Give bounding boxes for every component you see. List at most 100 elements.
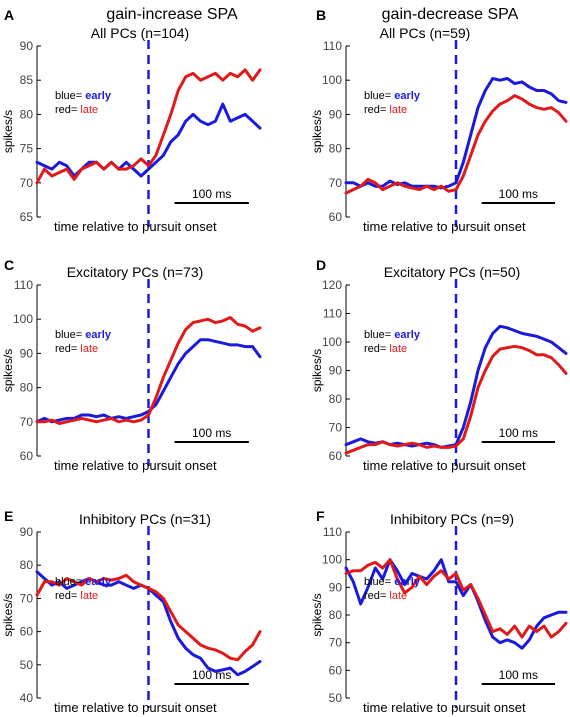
- series-line-early: [344, 558, 568, 650]
- series-line-early: [35, 102, 262, 178]
- legend-late-word: late: [80, 343, 98, 355]
- y-tick-label: 100: [322, 553, 342, 567]
- column-title-right: gain-decrease SPA: [382, 6, 519, 23]
- panel-letter: B: [316, 7, 326, 23]
- y-tick-label: 85: [20, 73, 34, 87]
- y-tick-label: 70: [329, 176, 343, 190]
- legend-early-prefix: blue=: [55, 329, 85, 341]
- legend-early: blue= early: [364, 329, 421, 341]
- scalebar-label: 100 ms: [499, 187, 538, 201]
- scalebar-label: 100 ms: [192, 426, 231, 440]
- series-line-late: [344, 558, 568, 639]
- panel-letter: E: [4, 508, 13, 524]
- scalebar-label: 100 ms: [499, 668, 538, 682]
- x-axis-label: time relative to pursuit onset: [54, 700, 217, 715]
- scalebar-label: 100 ms: [192, 187, 231, 201]
- y-tick-label: 60: [20, 449, 34, 463]
- series-line-late: [35, 573, 262, 662]
- x-axis-label: time relative to pursuit onset: [54, 219, 217, 234]
- panel-C: C Excitatory PCs (n=73) 60 70 80 90 100 110 spik…: [1, 257, 262, 473]
- legend-early-word: early: [85, 90, 112, 102]
- legend-early-word: early: [85, 329, 112, 341]
- y-tick-label: 90: [329, 580, 343, 594]
- y-tick-label: 90: [20, 346, 34, 360]
- scalebar-label: 100 ms: [499, 426, 538, 440]
- y-tick-label: 110: [14, 278, 33, 292]
- legend-early: blue= early: [55, 576, 112, 588]
- column-title-left: gain-increase SPA: [106, 6, 238, 23]
- legend-early: blue= early: [364, 576, 421, 588]
- y-axis-label: spikes/s: [1, 593, 15, 636]
- y-tick-label: 40: [20, 691, 34, 705]
- panel-B: B All PCs (n=59) 60 70 80 90 100 110 spikes/s blu…: [310, 7, 568, 234]
- legend-early: blue= early: [55, 90, 112, 102]
- y-tick-label: 50: [20, 658, 34, 672]
- legend-late-word: late: [80, 104, 98, 116]
- y-tick-label: 90: [20, 525, 34, 539]
- y-tick-label: 80: [329, 142, 343, 156]
- legend-late-word: late: [389, 104, 407, 116]
- panel-title: All PCs (n=104): [91, 25, 189, 41]
- legend-late-prefix: red=: [364, 104, 389, 116]
- y-tick-label: 50: [329, 691, 343, 705]
- legend-late-prefix: red=: [55, 343, 80, 355]
- legend-late: red= late: [364, 590, 407, 602]
- legend-late-prefix: red=: [364, 343, 389, 355]
- y-axis-label: spikes/s: [310, 110, 324, 153]
- panel-title: Excitatory PCs (n=73): [67, 264, 204, 280]
- legend-early-prefix: blue=: [364, 576, 394, 588]
- y-axis-label: spikes/s: [1, 349, 15, 392]
- panel-letter: A: [4, 7, 14, 23]
- y-tick-label: 60: [329, 210, 343, 224]
- panel-A: A All PCs (n=104) 65 70 75 80 85 90 spikes/s blue…: [1, 7, 262, 234]
- y-tick-label: 70: [20, 176, 34, 190]
- panel-E: E Inhibitory PCs (n=31) 40 50 60 70 80 90 spikes…: [1, 508, 262, 715]
- y-tick-label: 60: [329, 449, 343, 463]
- y-tick-label: 75: [20, 142, 34, 156]
- scalebar-label: 100 ms: [192, 668, 231, 682]
- y-axis-label: spikes/s: [310, 349, 324, 392]
- y-tick-label: 100: [322, 335, 342, 349]
- legend-late: red= late: [364, 343, 407, 355]
- y-tick-label: 90: [329, 364, 343, 378]
- panel-title: All PCs (n=59): [380, 25, 471, 41]
- legend-early-prefix: blue=: [55, 576, 85, 588]
- y-tick-label: 110: [323, 39, 342, 53]
- panel-letter: C: [4, 257, 14, 273]
- legend-late: red= late: [55, 343, 98, 355]
- y-axis-label: spikes/s: [310, 593, 324, 636]
- x-axis-label: time relative to pursuit onset: [363, 219, 526, 234]
- legend-early-word: early: [394, 576, 421, 588]
- legend-late-word: late: [389, 590, 407, 602]
- y-tick-label: 120: [322, 278, 342, 292]
- y-axis-label: spikes/s: [1, 110, 15, 153]
- y-tick-label: 80: [329, 392, 343, 406]
- panel-letter: F: [316, 508, 325, 524]
- series-line-late: [35, 316, 262, 425]
- y-tick-label: 90: [20, 39, 34, 53]
- y-tick-label: 60: [20, 625, 34, 639]
- y-tick-label: 110: [323, 525, 342, 539]
- series-line-late: [35, 68, 262, 185]
- series-line-late: [344, 94, 568, 195]
- y-tick-label: 65: [20, 210, 34, 224]
- legend-early-word: early: [394, 329, 421, 341]
- panel-title: Inhibitory PCs (n=31): [79, 511, 211, 527]
- y-tick-label: 110: [323, 307, 342, 321]
- panel-F: F Inhibitory PCs (n=9) 50 60 70 80 90 100 110 spi…: [310, 508, 568, 715]
- x-axis-label: time relative to pursuit onset: [363, 458, 526, 473]
- panel-D: D Excitatory PCs (n=50) 60 70 80 90 100 110 120 s…: [310, 257, 568, 473]
- legend-early-prefix: blue=: [364, 329, 394, 341]
- legend-late-word: late: [80, 590, 98, 602]
- x-axis-label: time relative to pursuit onset: [54, 458, 217, 473]
- y-tick-label: 80: [20, 381, 34, 395]
- x-axis-label: time relative to pursuit onset: [363, 700, 526, 715]
- legend-early-prefix: blue=: [55, 90, 85, 102]
- series-line-late: [344, 344, 568, 455]
- legend-late-word: late: [389, 343, 407, 355]
- y-tick-label: 70: [329, 636, 343, 650]
- panel-letter: D: [316, 257, 326, 273]
- y-tick-label: 70: [329, 421, 343, 435]
- y-tick-label: 100: [13, 312, 33, 326]
